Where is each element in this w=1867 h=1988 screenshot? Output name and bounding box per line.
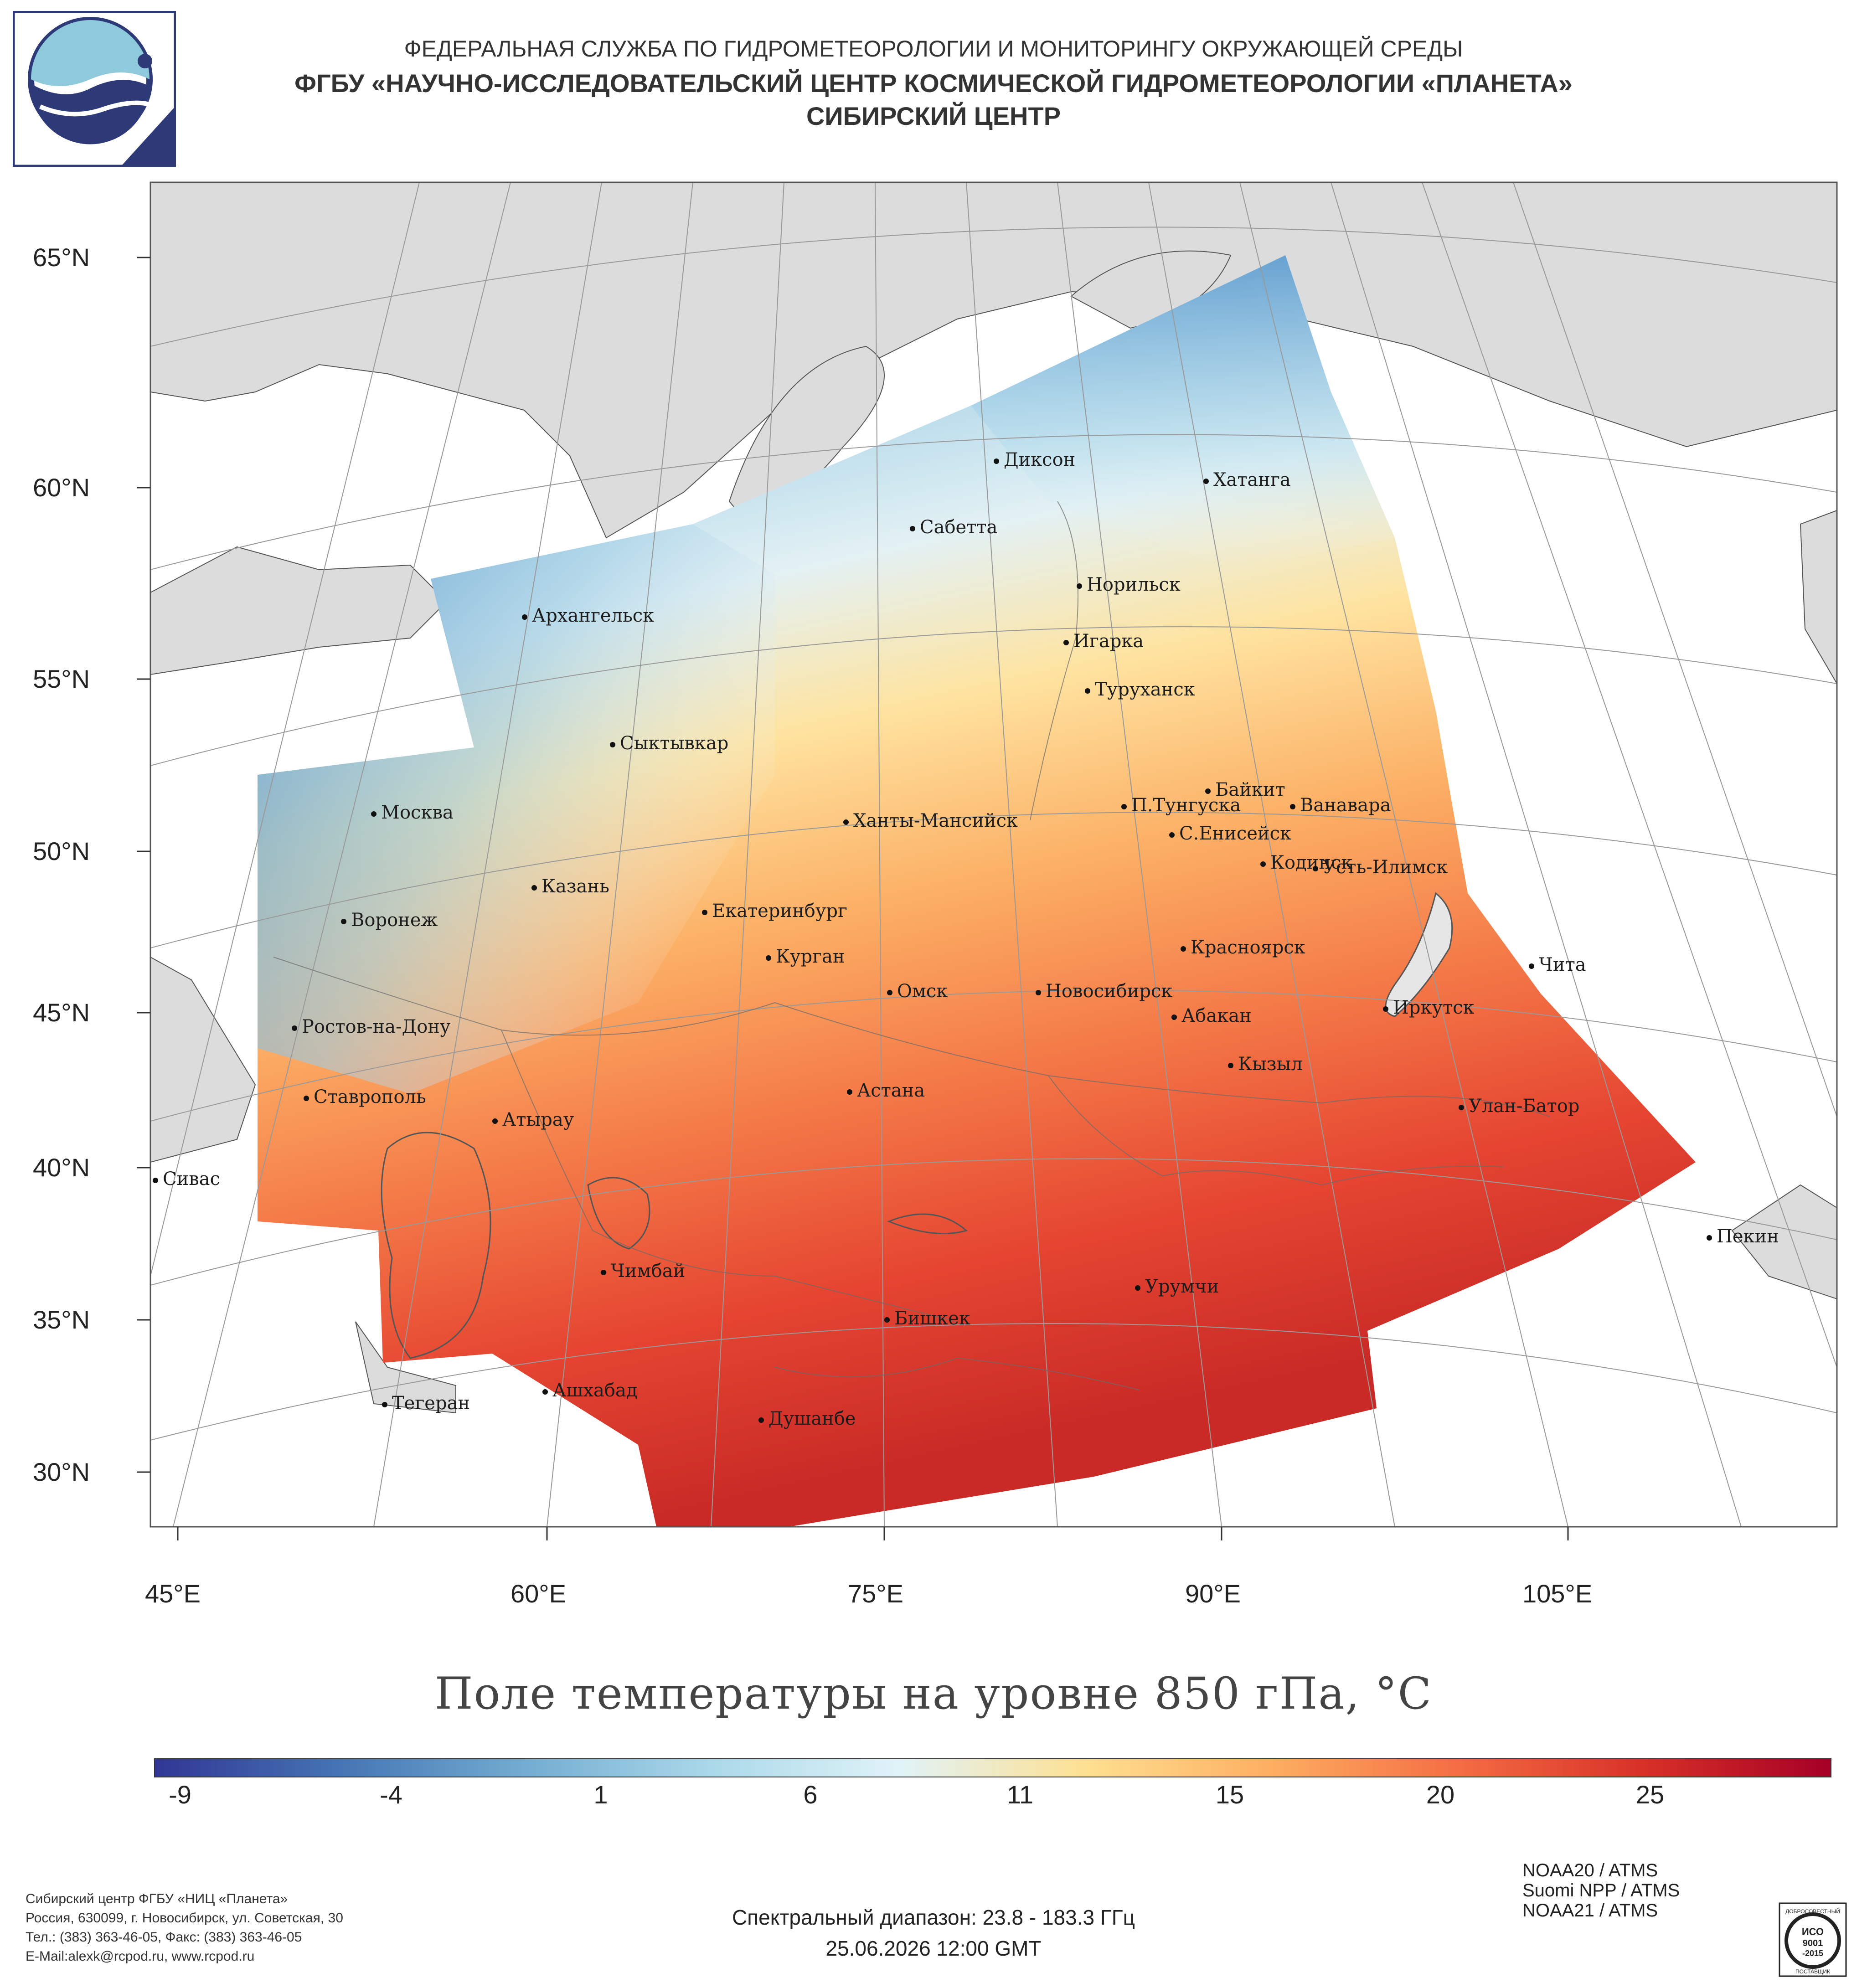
city-label: Ашхабад xyxy=(542,1380,637,1401)
svg-text:ПОСТАВЩИК: ПОСТАВЩИК xyxy=(1795,1968,1830,1975)
lon-label-45: 45°E xyxy=(145,1579,201,1608)
svg-text:ДОБРОСОВЕСТНЫЙ: ДОБРОСОВЕСТНЫЙ xyxy=(1785,1908,1840,1915)
colorbar-tick: 25 xyxy=(1635,1780,1665,1809)
colorbar xyxy=(154,1758,1831,1777)
city-label: Ханты-Мансийск xyxy=(843,810,1018,831)
sensor-label: Suomi NPP / ATMS xyxy=(1522,1880,1680,1900)
org-email: E-Mail:alexk@rcpod.ru, www.rcpod.ru xyxy=(26,1949,255,1964)
city-label: Чита xyxy=(1529,954,1586,975)
city-label: Байкит xyxy=(1205,779,1285,800)
city-label: Сыктывкар xyxy=(610,733,728,754)
lon-label-60: 60°E xyxy=(511,1579,567,1608)
city-label: Усть-Илимск xyxy=(1313,857,1448,878)
lon-label-75: 75°E xyxy=(848,1579,904,1608)
lat-label-55: 55°N xyxy=(33,664,90,693)
city-label: Новосибирск xyxy=(1036,981,1172,1002)
caspian-sea xyxy=(381,1132,491,1359)
lat-label-50: 50°N xyxy=(33,837,90,865)
planeta-logo-icon xyxy=(13,11,176,167)
lat-label-40: 40°N xyxy=(33,1153,90,1182)
colorbar-tick: 20 xyxy=(1426,1780,1455,1809)
city-label: Красноярск xyxy=(1181,937,1305,958)
city-label: Москва xyxy=(371,802,454,823)
city-label: Урумчи xyxy=(1135,1276,1219,1297)
sensor-label: NOAA20 / ATMS xyxy=(1522,1860,1658,1880)
kamchatka-land xyxy=(1800,510,1837,685)
yellow-sea-land xyxy=(1731,1184,1837,1300)
org-phone: Тел.: (383) 363-46-05, Факс: (383) 363-4… xyxy=(26,1930,302,1945)
lat-label-35: 35°N xyxy=(33,1305,90,1334)
borders xyxy=(273,501,1550,1391)
city-label: Кодинск xyxy=(1260,852,1352,873)
city-label: Архангельск xyxy=(522,605,654,626)
city-label: Абакан xyxy=(1171,1005,1252,1026)
city-label: Ставрополь xyxy=(304,1087,426,1107)
lon-label-90: 90°E xyxy=(1185,1579,1241,1608)
city-label: Бишкек xyxy=(884,1308,970,1329)
city-label: П.Тунгуска xyxy=(1121,795,1241,816)
city-label: Иркутск xyxy=(1383,997,1475,1018)
spectral-range: Спектральный диапазон: 23.8 - 183.3 ГГц xyxy=(732,1906,1135,1929)
svg-text:9001: 9001 xyxy=(1803,1938,1823,1948)
city-label: Норильск xyxy=(1077,574,1181,595)
city-label: Ростов-на-Дону xyxy=(292,1016,450,1037)
iso-certificate-icon: ДОБРОСОВЕСТНЫЙ ИСО 9001 -2015 ПОСТАВЩИК xyxy=(1779,1902,1847,1977)
lat-ticks xyxy=(137,257,150,1473)
city-label: Сабетта xyxy=(910,517,997,538)
lat-label-45: 45°N xyxy=(33,998,90,1027)
city-label: Ванавара xyxy=(1290,795,1391,816)
colorbar-tick: 6 xyxy=(803,1780,818,1809)
lon-ticks xyxy=(177,1527,1569,1540)
datetime: 25.06.2026 12:00 GMT xyxy=(825,1936,1042,1960)
black-sea-coast xyxy=(150,956,256,1163)
lat-label-30: 30°N xyxy=(33,1458,90,1486)
city-label: Омск xyxy=(887,981,948,1002)
city-label: Воронеж xyxy=(341,910,438,931)
city-label: Улан-Батор xyxy=(1459,1096,1579,1117)
header-agency: ФЕДЕРАЛЬНАЯ СЛУЖБА ПО ГИДРОМЕТЕОРОЛОГИИ … xyxy=(404,36,1463,62)
city-label: Тегеран xyxy=(382,1393,470,1414)
svg-text:-2015: -2015 xyxy=(1802,1949,1823,1958)
aral-sea xyxy=(587,1177,650,1250)
lon-label-105: 105°E xyxy=(1522,1579,1593,1608)
city-label: Чимбай xyxy=(601,1261,685,1282)
city-label: Казань xyxy=(531,876,609,897)
header-center: СИБИРСКИЙ ЦЕНТР xyxy=(806,102,1061,130)
colorbar-tick: 11 xyxy=(1006,1780,1034,1809)
colorbar-tick: -4 xyxy=(380,1780,402,1809)
city-label: Сивас xyxy=(153,1169,220,1190)
lake-baikal xyxy=(1385,892,1453,1017)
colorbar-tick: 15 xyxy=(1215,1780,1244,1809)
org-address: Россия, 630099, г. Новосибирск, ул. Сове… xyxy=(26,1911,343,1926)
header-institute: ФГБУ «НАУЧНО-ИССЛЕДОВАТЕЛЬСКИЙ ЦЕНТР КОС… xyxy=(294,69,1573,98)
svg-text:ИСО: ИСО xyxy=(1802,1926,1824,1937)
legend-title: Поле температуры на уровне 850 гПа, °С xyxy=(434,1668,1433,1719)
city-label: Душанбе xyxy=(758,1408,856,1429)
colorbar-tick: 1 xyxy=(593,1780,608,1809)
city-label: Атырау xyxy=(492,1109,574,1130)
city-label: Туруханск xyxy=(1085,679,1195,700)
lat-label-65: 65°N xyxy=(33,243,90,272)
city-label: Курган xyxy=(766,946,845,967)
org-name: Сибирский центр ФГБУ «НИЦ «Планета» xyxy=(26,1891,288,1906)
city-label: Хатанга xyxy=(1203,469,1291,490)
city-label: Астана xyxy=(847,1080,925,1101)
scandinavia-land xyxy=(150,546,448,675)
city-label: Екатеринбург xyxy=(702,901,847,922)
city-label: С.Енисейск xyxy=(1169,823,1291,844)
lake-balkhash xyxy=(887,1213,968,1235)
sensor-label: NOAA21 / ATMS xyxy=(1522,1900,1658,1921)
colorbar-tick: -9 xyxy=(169,1780,191,1809)
graticule-lat xyxy=(150,227,1837,1441)
city-label: Пекин xyxy=(1707,1226,1779,1247)
city-label: Игарка xyxy=(1063,631,1144,652)
city-label: Кызыл xyxy=(1228,1054,1303,1075)
lat-label-60: 60°N xyxy=(33,473,90,502)
city-label: Диксон xyxy=(994,449,1075,470)
